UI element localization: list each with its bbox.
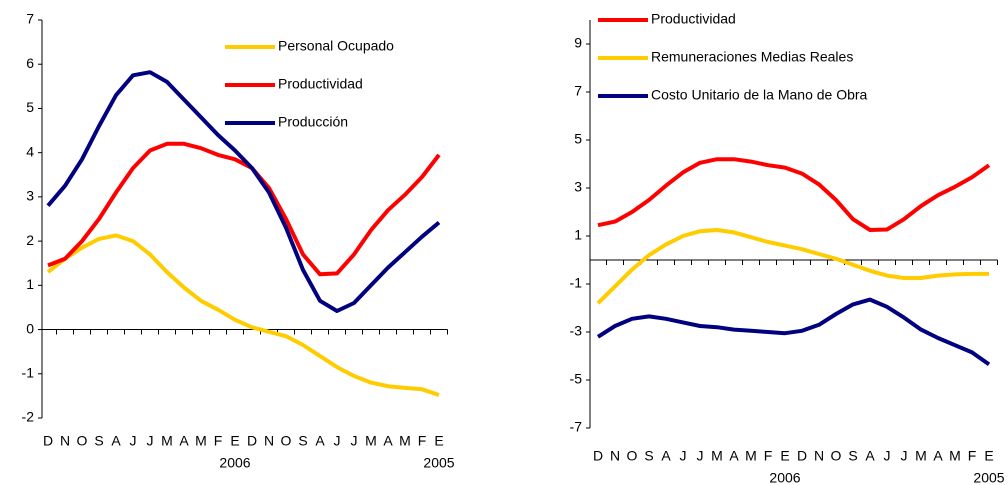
x-tick-label: A	[315, 433, 325, 449]
x-tick-label: S	[644, 448, 653, 464]
legend-label: Producción	[278, 114, 348, 130]
x-tick-label: A	[865, 448, 875, 464]
x-tick-label: J	[901, 448, 908, 464]
y-tick-label: -7	[570, 419, 583, 435]
y-tick-label: -1	[570, 275, 583, 291]
legend-label: Remuneraciones Medias Reales	[651, 49, 853, 65]
y-tick-label: -2	[22, 409, 35, 425]
year-label: 2006	[769, 470, 800, 485]
y-tick-label: 5	[26, 99, 34, 115]
x-tick-label: M	[195, 433, 207, 449]
y-tick-label: 0	[26, 320, 34, 336]
x-tick-label: J	[130, 433, 137, 449]
x-tick-label: E	[984, 448, 993, 464]
x-tick-label: A	[729, 448, 739, 464]
x-tick-label: M	[745, 448, 757, 464]
x-tick-label: D	[43, 433, 53, 449]
x-tick-label: O	[831, 448, 842, 464]
x-tick-label: N	[264, 433, 274, 449]
x-tick-label: D	[797, 448, 807, 464]
x-tick-label: J	[884, 448, 891, 464]
y-tick-label: 9	[574, 35, 582, 51]
x-tick-label: E	[230, 433, 239, 449]
x-tick-label: E	[434, 433, 443, 449]
y-tick-label: 4	[26, 143, 34, 159]
y-tick-label: 2	[26, 232, 34, 248]
x-tick-label: J	[680, 448, 687, 464]
legend-label: Costo Unitario de la Mano de Obra	[651, 87, 868, 103]
legend-label: Productividad	[651, 11, 736, 27]
y-tick-label: -5	[570, 371, 583, 387]
x-tick-label: M	[949, 448, 961, 464]
y-tick-label: 3	[26, 188, 34, 204]
y-tick-label: 1	[26, 276, 34, 292]
y-tick-label: 5	[574, 131, 582, 147]
x-tick-label: M	[915, 448, 927, 464]
series-line	[46, 70, 441, 313]
x-tick-label: N	[610, 448, 620, 464]
y-tick-label: -3	[570, 323, 583, 339]
x-tick-label: O	[627, 448, 638, 464]
x-tick-label: S	[94, 433, 103, 449]
y-tick-label: 7	[26, 11, 34, 27]
year-label: 2006	[219, 455, 250, 471]
x-tick-label: S	[298, 433, 307, 449]
x-tick-label: J	[334, 433, 341, 449]
x-tick-label: J	[147, 433, 154, 449]
x-tick-label: D	[247, 433, 257, 449]
x-tick-label: S	[848, 448, 857, 464]
y-tick-label: 3	[574, 179, 582, 195]
x-tick-label: O	[281, 433, 292, 449]
series-line	[596, 228, 989, 305]
x-tick-label: A	[383, 433, 393, 449]
x-tick-label: M	[711, 448, 723, 464]
series-line	[46, 233, 440, 397]
x-tick-label: N	[814, 448, 824, 464]
y-tick-label: 7	[574, 83, 582, 99]
x-tick-label: A	[933, 448, 943, 464]
y-tick-label: 1	[574, 227, 582, 243]
x-tick-label: J	[697, 448, 704, 464]
x-tick-label: A	[111, 433, 121, 449]
series-line	[596, 297, 991, 367]
x-tick-label: M	[161, 433, 173, 449]
x-tick-label: F	[214, 433, 223, 449]
year-label: 2005	[973, 470, 1004, 485]
series-line	[597, 157, 991, 232]
x-tick-label: A	[661, 448, 671, 464]
x-tick-label: D	[593, 448, 603, 464]
x-tick-label: M	[399, 433, 411, 449]
x-tick-label: F	[764, 448, 773, 464]
x-tick-label: M	[365, 433, 377, 449]
legend-label: Personal Ocupado	[278, 38, 394, 54]
legend-label: Productividad	[278, 76, 363, 92]
x-tick-label: F	[968, 448, 977, 464]
x-tick-label: O	[77, 433, 88, 449]
x-tick-label: E	[780, 448, 789, 464]
y-tick-label: 6	[26, 55, 34, 71]
series-line	[47, 141, 441, 277]
x-tick-label: N	[60, 433, 70, 449]
x-tick-label: F	[418, 433, 427, 449]
x-tick-label: J	[351, 433, 358, 449]
y-tick-label: -1	[22, 364, 35, 380]
x-tick-label: A	[179, 433, 189, 449]
year-label: 2005	[423, 455, 454, 471]
